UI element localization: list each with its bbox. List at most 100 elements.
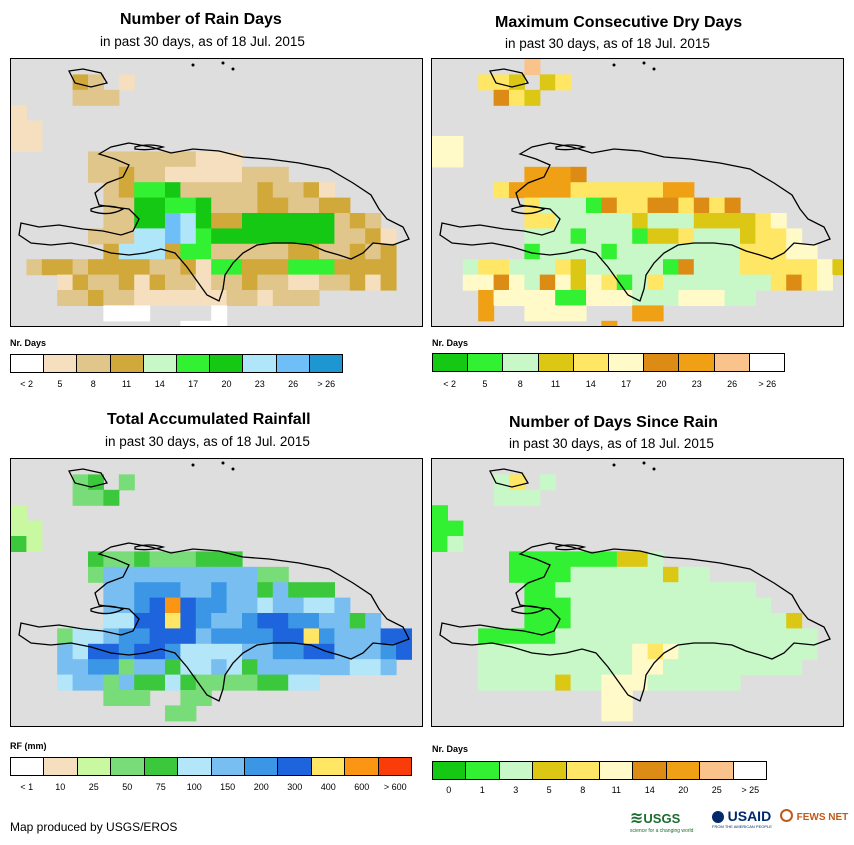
grid-cell	[149, 628, 166, 645]
grid-cell	[211, 290, 228, 306]
grid-cell	[195, 259, 212, 276]
grid-cell	[663, 674, 679, 691]
grid-cell	[663, 197, 679, 214]
grid-cell	[755, 259, 772, 276]
dry-days-map[interactable]	[431, 58, 844, 327]
grid-cell	[601, 613, 618, 629]
grid-cell	[724, 613, 741, 629]
legend-label: > 600	[383, 782, 407, 792]
grid-cell	[180, 182, 197, 199]
islet-dot	[642, 461, 646, 465]
grid-cell	[555, 243, 572, 260]
legend-swatch	[345, 758, 379, 775]
grid-cell	[226, 274, 243, 291]
grid-cell	[149, 597, 166, 614]
grid-cell	[242, 228, 258, 245]
grid-cell	[509, 89, 525, 106]
grid-cell	[334, 213, 351, 229]
grid-cell	[539, 243, 556, 260]
grid-cell	[770, 643, 787, 660]
grid-cell	[365, 659, 382, 676]
grid-cell	[288, 243, 305, 260]
grid-cell	[88, 643, 104, 660]
grid-cell	[211, 320, 228, 326]
rain-days-map[interactable]	[10, 58, 423, 327]
grid-cell	[211, 566, 228, 583]
grid-cell	[570, 659, 587, 676]
legend-swatch	[177, 355, 211, 372]
grid-cell	[555, 643, 572, 660]
days-since-rain-map[interactable]	[431, 458, 844, 727]
grid-cell	[118, 566, 135, 583]
map-canvas	[11, 461, 412, 722]
grid-cell	[663, 274, 679, 291]
grid-cell	[11, 505, 27, 522]
grid-cell	[88, 489, 104, 506]
grid-cell	[349, 228, 366, 245]
grid-cell	[555, 182, 572, 199]
grid-cell	[647, 213, 664, 229]
grid-cell	[380, 643, 397, 660]
grid-cell	[103, 643, 120, 660]
grid-cell	[103, 290, 120, 306]
grid-cell	[724, 674, 741, 691]
legend-swatch	[573, 354, 610, 371]
grid-cell	[134, 551, 151, 568]
grid-cell	[678, 643, 695, 660]
grid-cell	[647, 597, 664, 614]
grid-cell	[365, 628, 382, 645]
grid-cell	[509, 489, 525, 506]
grid-cell	[539, 613, 556, 629]
grid-cell	[195, 597, 212, 614]
grid-cell	[272, 597, 289, 614]
grid-cell	[288, 597, 305, 614]
grid-cell	[478, 643, 495, 660]
grid-cell	[539, 566, 556, 583]
grid-cell	[524, 166, 541, 183]
grid-cell	[288, 228, 305, 245]
legend-swatch	[700, 762, 734, 779]
grid-cell	[678, 290, 695, 306]
grid-cell	[616, 659, 633, 676]
grid-cell	[724, 197, 741, 214]
grid-cell	[118, 643, 135, 660]
island-outline	[489, 68, 530, 88]
grid-cell	[211, 597, 228, 614]
grid-cell	[693, 628, 710, 645]
panel-subtitle: in past 30 days, as of 18 Jul. 2015	[509, 436, 714, 451]
grid-cell	[118, 197, 135, 214]
grid-cell	[709, 582, 726, 599]
hispaniola-outline	[439, 542, 831, 702]
legend-label: 8	[90, 379, 96, 389]
grid-cell	[242, 290, 258, 306]
usaid-logo[interactable]: USAID FROM THE AMERICAN PEOPLE	[712, 808, 772, 829]
grid-cell	[724, 582, 741, 599]
grid-cell	[693, 674, 710, 691]
grid-cell	[632, 259, 649, 276]
grid-cell	[134, 274, 151, 291]
fews-net-logo[interactable]: FEWS NET	[780, 808, 848, 823]
total-rainfall-map[interactable]	[10, 458, 423, 727]
grid-cell	[242, 659, 258, 676]
grid-cell	[57, 643, 74, 660]
grid-cell	[272, 643, 289, 660]
grid-cell	[570, 551, 587, 568]
grid-cell	[57, 628, 74, 645]
grid-cell	[180, 582, 197, 599]
grid-cell	[632, 290, 649, 306]
grid-cell	[601, 320, 618, 326]
grid-cell	[211, 151, 228, 168]
grid-cell	[165, 151, 181, 168]
grid-cell	[226, 613, 243, 629]
usgs-logo[interactable]: ≋USGS science for a changing world	[630, 810, 694, 834]
island-outline	[134, 544, 166, 551]
grid-cell	[801, 274, 818, 291]
grid-cell	[349, 613, 366, 629]
grid-cell	[570, 290, 587, 306]
grid-cell	[272, 228, 289, 245]
map-canvas	[11, 61, 410, 326]
grid-cell	[319, 274, 335, 291]
grid-cell	[72, 74, 89, 91]
legend-swatch	[433, 354, 469, 371]
grid-cell	[57, 274, 74, 291]
